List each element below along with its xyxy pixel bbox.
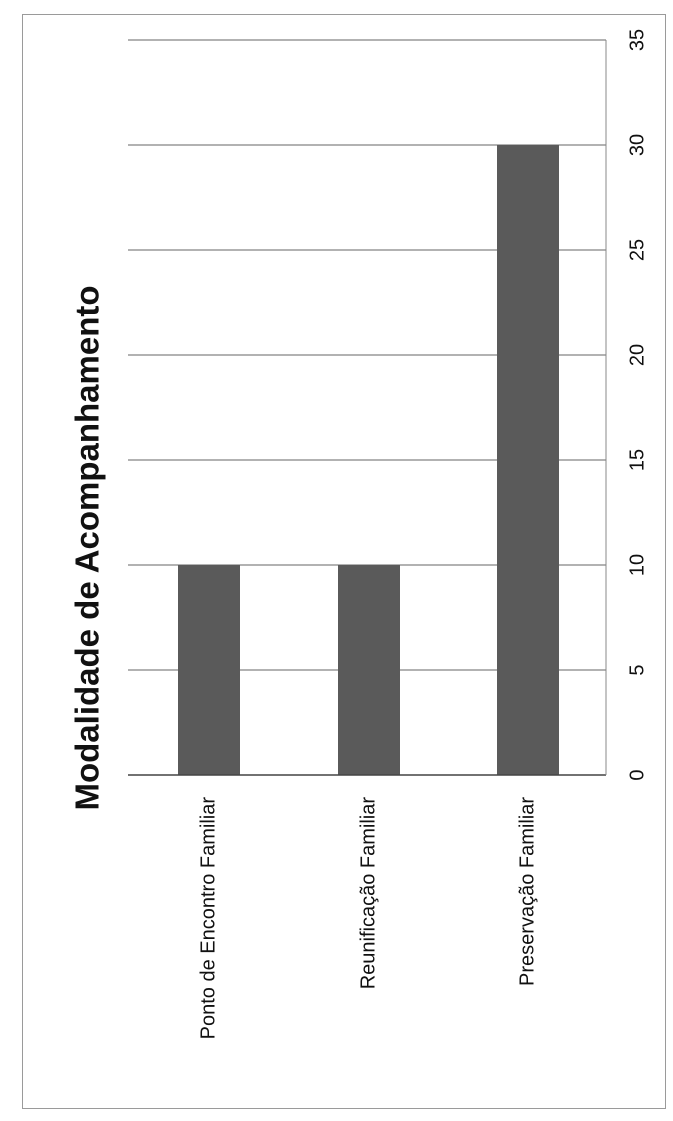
category-label-3: Preservação Familiar [516,797,538,986]
tick-label-0: 0 [626,769,648,780]
category-label-1: Ponto de Encontro Familiar [197,797,219,1040]
bar-1 [178,565,240,775]
tick-label-20: 20 [626,344,648,366]
tick-label-10: 10 [626,554,648,576]
bar-2 [338,565,400,775]
axes [128,40,607,776]
category-label-2: Reunificação Familiar [357,797,379,990]
bars [178,145,559,775]
tick-label-35: 35 [626,29,648,51]
chart-frame [22,14,666,1109]
tick-label-15: 15 [626,449,648,471]
tick-labels: 0 5 10 15 20 25 30 35 [626,29,648,781]
tick-label-30: 30 [626,134,648,156]
tick-label-25: 25 [626,239,648,261]
category-labels: Ponto de Encontro Familiar Reunificação F… [197,797,538,1040]
tick-label-5: 5 [626,664,648,675]
chart-title: Modalidade de Acompanhamento [69,285,106,810]
bar-3 [497,145,559,775]
